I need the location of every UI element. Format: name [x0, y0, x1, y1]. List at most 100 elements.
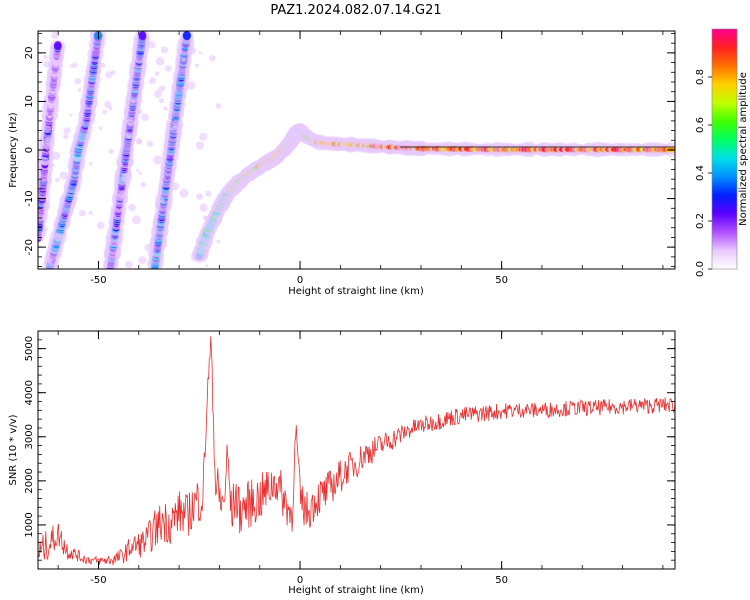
spectrogram-speckle-mark	[199, 203, 208, 212]
spectrogram-speckle-mark	[154, 71, 160, 77]
spectrogram-speckle-mark	[170, 126, 179, 134]
y-tick-label: 4000	[24, 380, 35, 405]
colorbar-label: Normalized spectral amplitude	[738, 72, 749, 226]
y-tick-label: 3000	[24, 424, 35, 449]
spectrogram-speckle-mark	[108, 105, 113, 111]
spectrogram-speckle-mark	[144, 243, 153, 252]
spectrogram-speckle-mark	[88, 210, 93, 215]
spectrogram-speckle-mark	[59, 171, 68, 180]
x-tick-label: -50	[90, 575, 106, 586]
spectrogram-speckle-mark	[118, 191, 126, 198]
spectrogram-speckle-mark	[44, 136, 54, 146]
spectrogram-speckle-mark	[43, 54, 48, 59]
x-tick-label: 0	[297, 275, 303, 286]
spectrogram-speckle-mark	[126, 117, 134, 125]
spectrogram-x-axis-label: Height of straight line (km)	[288, 286, 424, 297]
spectrogram-speckle-mark	[43, 125, 52, 133]
colorbar-tick-label: 0.0	[695, 261, 706, 277]
spectrogram-speckle-mark	[196, 193, 203, 200]
spectrogram-speckle-mark	[74, 77, 82, 85]
spectrogram-speckle-mark	[47, 257, 53, 264]
spectrogram-speckle-mark	[160, 46, 169, 54]
spectrogram-speckle-mark	[104, 100, 112, 108]
spectrogram-speckle-mark	[159, 197, 165, 204]
spectrogram-speckle-mark	[79, 209, 86, 217]
figure-title: PAZ1.2024.082.07.14.G21	[270, 3, 441, 18]
spectrogram-speckle-mark	[100, 62, 106, 68]
spectrogram-speckle-mark	[137, 140, 142, 145]
spectrogram-speckle-mark	[50, 162, 55, 168]
spectrogram-speckle-mark	[96, 221, 105, 230]
spectrogram-speckle-mark	[69, 64, 73, 68]
y-tick-label: 0	[24, 147, 35, 153]
spectrogram-speckle-mark	[155, 57, 165, 66]
spectrogram-speckle-mark	[71, 62, 78, 69]
spectrogram-speckle-mark	[40, 156, 49, 166]
spectrogram-speckle-mark	[216, 239, 221, 244]
snr-y-ticks: 1000 2000 3000 4000 5000	[24, 330, 675, 570]
spectrogram-speckle-mark	[77, 88, 82, 92]
y-tick-label: 10	[24, 95, 35, 108]
spectrogram-speckle-mark	[128, 203, 136, 212]
spectrogram-speckle-mark	[88, 161, 93, 166]
colorbar: 0.0 0.2 0.4 0.6 0.8 Normalized spectral ampl…	[695, 28, 749, 277]
spectrogram-speckle-mark	[216, 217, 221, 222]
spectrogram-speckle-mark	[141, 113, 149, 122]
snr-series-line	[38, 336, 675, 566]
snr-y-axis-label: SNR (10 * v/v)	[8, 414, 19, 485]
spectrogram-speckle-mark	[199, 132, 208, 141]
spectrogram-speckle-mark	[171, 182, 180, 191]
snr-frame	[37, 330, 676, 570]
spectrogram-speckle-mark	[164, 65, 172, 72]
spectrogram-speckle-mark	[51, 151, 61, 161]
spectrogram-speckle-mark	[153, 155, 163, 165]
spectrogram-y-ticks: -20 -10 0 10 20	[24, 33, 675, 267]
spectrogram-speckle-mark	[172, 119, 181, 128]
spectrogram-speckle-mark	[98, 126, 103, 130]
spectrogram-speckle-mark	[140, 182, 147, 188]
spectrogram-speckle-mark	[105, 71, 113, 79]
spectrogram-speckle-mark	[146, 140, 154, 147]
x-tick-label: 50	[495, 275, 508, 286]
spectrogram-speckle-mark	[63, 127, 71, 135]
spectrogram-x-ticks: -50 0 50	[57, 31, 664, 286]
x-tick-label: -50	[90, 275, 106, 286]
spectrogram-speckle-mark	[187, 45, 197, 55]
spectrogram-speckle-mark	[205, 264, 209, 268]
x-tick-label: 50	[495, 575, 508, 586]
spectrogram-speckle-mark	[131, 99, 135, 104]
spectrogram-speckle-mark	[198, 51, 202, 55]
spectrogram-cell-mark	[182, 31, 192, 41]
spectrogram-speckle-mark	[215, 103, 222, 109]
spectrogram-speckle-mark	[158, 97, 165, 104]
snr-panel: -50 0 50 1000 2000 3000 4000 5000 Height of st…	[8, 330, 676, 596]
spectrogram-speckle-mark	[209, 55, 216, 62]
spectrogram-speckle-mark	[127, 160, 133, 166]
spectrogram-speckle-mark	[194, 63, 199, 68]
spectrogram-speckle-mark	[89, 32, 95, 37]
spectrogram-panel: -50 0 50 -20 -10 0 10 20 Height of straight li…	[8, 30, 676, 297]
spectrogram-speckle-mark	[132, 215, 141, 225]
colorbar-tick-label: 0.8	[695, 69, 706, 85]
spectrogram-speckle-mark	[63, 133, 69, 140]
spectrogram-speckle-mark	[138, 109, 143, 114]
spectrogram-cell-mark	[54, 41, 62, 51]
spectrogram-speckle-mark	[125, 133, 132, 139]
colorbar-tick-label: 0.2	[695, 213, 706, 229]
y-tick-label: 1000	[24, 512, 35, 537]
y-tick-label: 20	[24, 46, 35, 59]
spectrogram-speckle-mark	[136, 168, 140, 172]
spectrogram-speckle-mark	[108, 148, 114, 154]
y-tick-label: 2000	[24, 468, 35, 493]
spectrogram-speckle-mark	[125, 260, 133, 269]
y-tick-label: 5000	[24, 336, 35, 361]
spectrogram-speckle-mark	[147, 250, 154, 257]
colorbar-tick-label: 0.4	[695, 165, 706, 181]
spectrogram-speckle-mark	[158, 85, 166, 92]
spectrogram-speckle-mark	[179, 188, 189, 198]
spectrogram-speckle-mark	[202, 215, 208, 221]
spectrogram-speckle-mark	[51, 31, 59, 40]
spectrogram-speckle-mark	[163, 106, 168, 111]
spectrogram-speckle-mark	[42, 202, 50, 210]
